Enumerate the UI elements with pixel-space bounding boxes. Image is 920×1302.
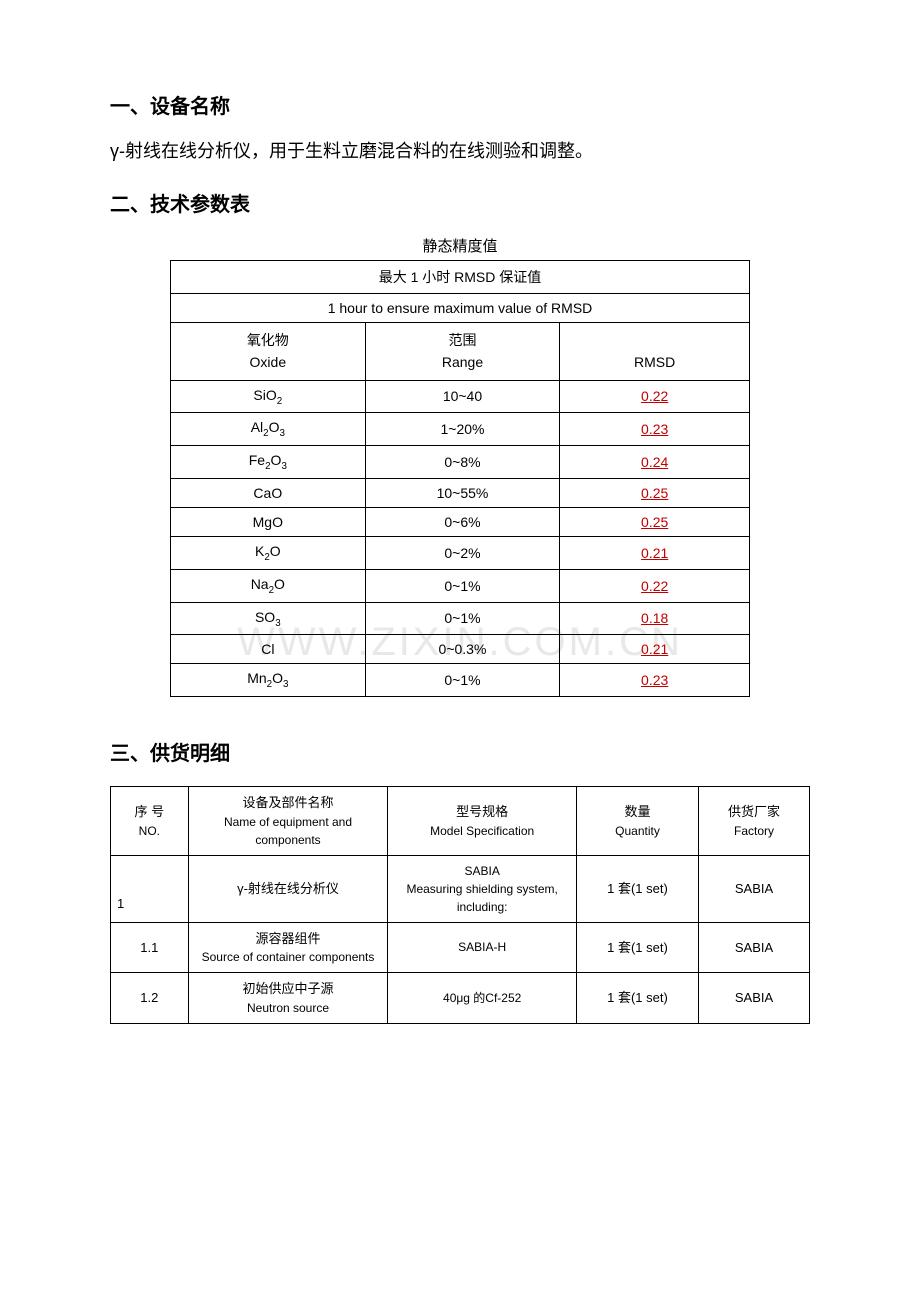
rmsd-cell: 0.23	[560, 413, 750, 446]
precision-header-2: 1 hour to ensure maximum value of RMSD	[171, 293, 750, 322]
table-row: MgO0~6%0.25	[171, 507, 750, 536]
range-cell: 0~0.3%	[365, 635, 560, 664]
supply-factory-cn: 供货厂家	[703, 802, 805, 822]
oxide-cell: MgO	[171, 507, 366, 536]
oxide-cell: Mn2O3	[171, 664, 366, 697]
table-row: 1.2初始供应中子源Neutron source40μg 的Cf-2521 套(…	[111, 973, 810, 1024]
col-range-en: Range	[370, 351, 556, 373]
supply-table: 序 号 NO. 设备及部件名称 Name of equipment and co…	[110, 786, 810, 1024]
precision-table: 最大 1 小时 RMSD 保证值 1 hour to ensure maximu…	[170, 260, 750, 697]
supply-no-cell: 1.2	[111, 973, 189, 1024]
range-cell: 0~2%	[365, 536, 560, 569]
table-row: Al2O31~20%0.23	[171, 413, 750, 446]
supply-factory-cell: SABIA	[699, 855, 810, 922]
table-row: Fe2O30~8%0.24	[171, 446, 750, 479]
range-cell: 0~1%	[365, 664, 560, 697]
supply-qty-cn: 数量	[581, 802, 694, 822]
oxide-cell: SO3	[171, 602, 366, 635]
range-cell: 10~40	[365, 380, 560, 413]
supply-model-cell: SABIAMeasuring shielding system, includi…	[388, 855, 577, 922]
table-row: SO30~1%0.18	[171, 602, 750, 635]
supply-model-en: Model Specification	[392, 822, 572, 840]
supply-qty-cell: 1 套(1 set)	[576, 855, 698, 922]
supply-model-cell: 40μg 的Cf-252	[388, 973, 577, 1024]
supply-header-factory: 供货厂家 Factory	[699, 787, 810, 856]
rmsd-cell: 0.24	[560, 446, 750, 479]
supply-header-no: 序 号 NO.	[111, 787, 189, 856]
col-range-cn: 范围	[370, 329, 556, 351]
oxide-cell: Fe2O3	[171, 446, 366, 479]
rmsd-cell: 0.23	[560, 664, 750, 697]
supply-no-cn: 序 号	[115, 802, 184, 822]
col-rmsd-label: RMSD	[564, 351, 745, 373]
supply-no-cell: 1	[111, 855, 189, 922]
supply-model-cn: 型号规格	[392, 802, 572, 822]
supply-factory-cell: SABIA	[699, 973, 810, 1024]
rmsd-cell: 0.18	[560, 602, 750, 635]
supply-model-cell: SABIA-H	[388, 922, 577, 973]
rmsd-cell: 0.25	[560, 507, 750, 536]
rmsd-cell: 0.21	[560, 536, 750, 569]
supply-factory-en: Factory	[703, 822, 805, 840]
supply-header-qty: 数量 Quantity	[576, 787, 698, 856]
range-cell: 0~6%	[365, 507, 560, 536]
oxide-cell: CaO	[171, 478, 366, 507]
table-row: 1.1源容器组件Source of container componentsSA…	[111, 922, 810, 973]
supply-name-cell: 初始供应中子源Neutron source	[188, 973, 388, 1024]
precision-header-1: 最大 1 小时 RMSD 保证值	[171, 260, 750, 293]
supply-name-cn: 设备及部件名称	[193, 793, 384, 813]
range-cell: 1~20%	[365, 413, 560, 446]
table-row: 1γ-射线在线分析仪SABIAMeasuring shielding syste…	[111, 855, 810, 922]
supply-name-en: Name of equipment and components	[193, 813, 384, 849]
table-row: CaO10~55%0.25	[171, 478, 750, 507]
oxide-cell: Na2O	[171, 569, 366, 602]
range-cell: 0~8%	[365, 446, 560, 479]
table-row: Cl0~0.3%0.21	[171, 635, 750, 664]
supply-no-en: NO.	[115, 822, 184, 840]
table-row: Mn2O30~1%0.23	[171, 664, 750, 697]
precision-caption: 静态精度值	[110, 235, 810, 256]
supply-no-cell: 1.1	[111, 922, 189, 973]
supply-name-cell: 源容器组件Source of container components	[188, 922, 388, 973]
range-cell: 10~55%	[365, 478, 560, 507]
section1-heading: 一、设备名称	[110, 90, 810, 119]
rmsd-cell: 0.22	[560, 569, 750, 602]
table-row: K2O0~2%0.21	[171, 536, 750, 569]
section1-body: γ-射线在线分析仪，用于生料立磨混合料的在线测验和调整。	[110, 137, 810, 166]
oxide-cell: Al2O3	[171, 413, 366, 446]
range-cell: 0~1%	[365, 569, 560, 602]
oxide-cell: SiO2	[171, 380, 366, 413]
section3-heading: 三、供货明细	[110, 737, 810, 766]
range-cell: 0~1%	[365, 602, 560, 635]
col-oxide-en: Oxide	[175, 351, 361, 373]
supply-qty-cell: 1 套(1 set)	[576, 973, 698, 1024]
col-rmsd-header: RMSD	[560, 322, 750, 380]
section2-heading: 二、技术参数表	[110, 188, 810, 217]
col-oxide-cn: 氧化物	[175, 329, 361, 351]
supply-qty-en: Quantity	[581, 822, 694, 840]
supply-factory-cell: SABIA	[699, 922, 810, 973]
supply-name-cell: γ-射线在线分析仪	[188, 855, 388, 922]
supply-header-name: 设备及部件名称 Name of equipment and components	[188, 787, 388, 856]
rmsd-cell: 0.22	[560, 380, 750, 413]
oxide-cell: K2O	[171, 536, 366, 569]
col-range-header: 范围 Range	[365, 322, 560, 380]
rmsd-cell: 0.25	[560, 478, 750, 507]
oxide-cell: Cl	[171, 635, 366, 664]
supply-header-model: 型号规格 Model Specification	[388, 787, 577, 856]
col-oxide-header: 氧化物 Oxide	[171, 322, 366, 380]
supply-qty-cell: 1 套(1 set)	[576, 922, 698, 973]
table-row: SiO210~400.22	[171, 380, 750, 413]
rmsd-cell: 0.21	[560, 635, 750, 664]
table-row: Na2O0~1%0.22	[171, 569, 750, 602]
